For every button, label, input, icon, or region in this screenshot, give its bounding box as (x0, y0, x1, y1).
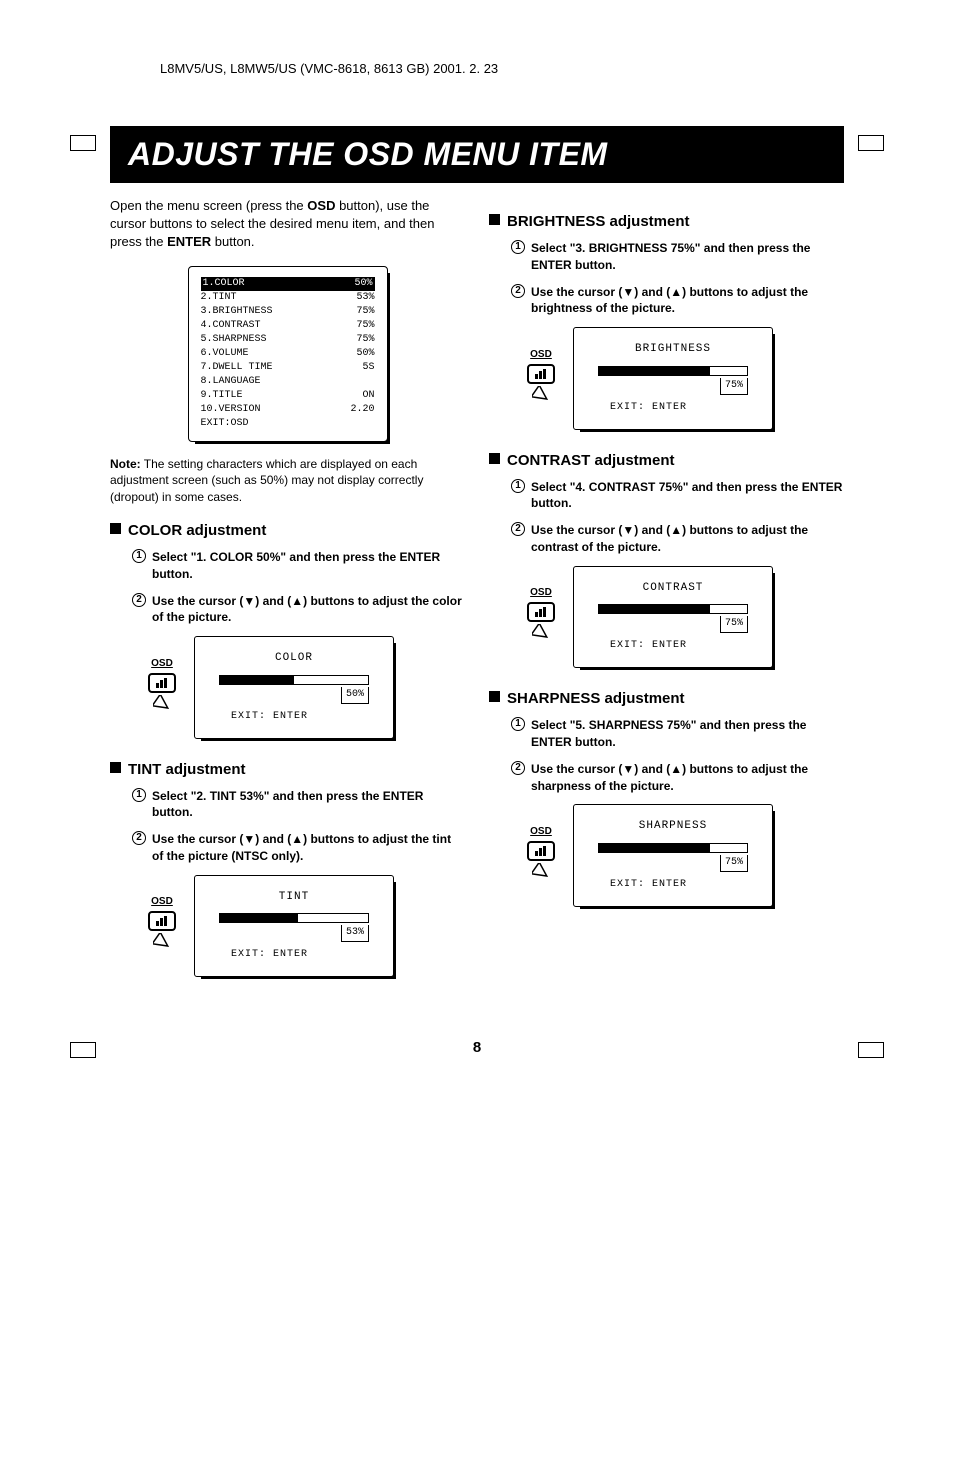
menu-row: 7.DWELL TIME5S (201, 361, 375, 375)
color-step-2: 2Use the cursor (▼) and (▲) buttons to a… (132, 593, 465, 627)
sharpness-step-2: 2Use the cursor (▼) and (▲) buttons to a… (511, 761, 844, 795)
menu-row: 8.LANGUAGE (201, 375, 375, 389)
sharpness-heading: SHARPNESS adjustment (489, 688, 844, 709)
contrast-monitor: CONTRAST 75% EXIT: ENTER (573, 566, 773, 668)
menu-exit: EXIT:OSD (201, 417, 375, 431)
menu-row: 6.VOLUME50% (201, 347, 375, 361)
color-monitor: COLOR 50% EXIT: ENTER (194, 636, 394, 738)
menu-row: 3.BRIGHTNESS75% (201, 305, 375, 319)
osd-icon: OSD (140, 657, 184, 719)
tint-step-1: 1Select "2. TINT 53%" and then press the… (132, 788, 465, 822)
osd-icon: OSD (519, 586, 563, 648)
menu-row: 5.SHARPNESS75% (201, 333, 375, 347)
color-step-1: 1Select "1. COLOR 50%" and then press th… (132, 549, 465, 583)
contrast-step-1: 1Select "4. CONTRAST 75%" and then press… (511, 479, 844, 513)
menu-row: 10.VERSION2.20 (201, 403, 375, 417)
tint-heading: TINT adjustment (110, 759, 465, 780)
brightness-step-1: 1Select "3. BRIGHTNESS 75%" and then pre… (511, 240, 844, 274)
intro-text: Open the menu screen (press the OSD butt… (110, 197, 465, 252)
page-title: ADJUST THE OSD MENU ITEM (110, 126, 844, 183)
page-number: 8 (110, 1037, 844, 1058)
brightness-monitor: BRIGHTNESS 75% EXIT: ENTER (573, 327, 773, 429)
tint-monitor: TINT 53% EXIT: ENTER (194, 875, 394, 977)
contrast-step-2: 2Use the cursor (▼) and (▲) buttons to a… (511, 522, 844, 556)
sharpness-step-1: 1Select "5. SHARPNESS 75%" and then pres… (511, 717, 844, 751)
osd-menu-box: 1.COLOR50% 2.TINT53% 3.BRIGHTNESS75% 4.C… (188, 266, 388, 442)
brightness-step-2: 2Use the cursor (▼) and (▲) buttons to a… (511, 284, 844, 318)
sharpness-monitor: SHARPNESS 75% EXIT: ENTER (573, 804, 773, 906)
menu-row: 1.COLOR50% (201, 277, 375, 291)
osd-icon: OSD (519, 825, 563, 887)
color-heading: COLOR adjustment (110, 520, 465, 541)
menu-row: 9.TITLEON (201, 389, 375, 403)
doc-header: L8MV5/US, L8MW5/US (VMC-8618, 8613 GB) 2… (160, 60, 844, 78)
osd-icon: OSD (519, 348, 563, 410)
brightness-heading: BRIGHTNESS adjustment (489, 211, 844, 232)
menu-row: 2.TINT53% (201, 291, 375, 305)
contrast-heading: CONTRAST adjustment (489, 450, 844, 471)
note-text: Note: The setting characters which are d… (110, 456, 465, 506)
menu-row: 4.CONTRAST75% (201, 319, 375, 333)
osd-icon: OSD (140, 895, 184, 957)
tint-step-2: 2Use the cursor (▼) and (▲) buttons to a… (132, 831, 465, 865)
